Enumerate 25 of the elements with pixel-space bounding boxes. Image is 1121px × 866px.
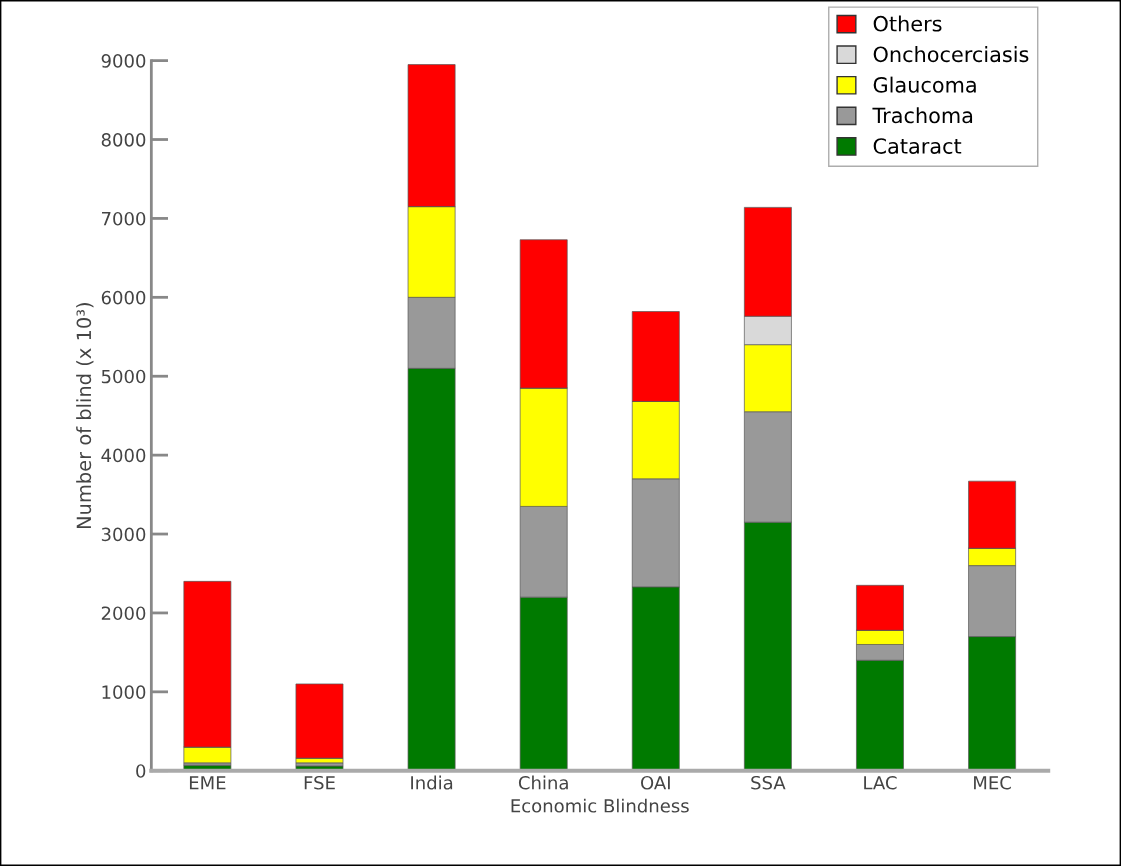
x-tick-label: MEC (974, 775, 1011, 790)
y-tick-label: 4000 (101, 448, 146, 463)
y-tick-label: 3000 (101, 527, 146, 542)
x-tick-label: LAC (864, 775, 897, 790)
y-tick-label: 1000 (102, 685, 146, 699)
y-tick-label: 0 (136, 764, 146, 778)
x-tick-label: SSA (751, 775, 786, 790)
legend-label: Onchocerciasis (873, 46, 1029, 63)
x-axis-title: Economic Blindness (511, 798, 689, 813)
legend-label: Cataract (873, 138, 962, 154)
legend-label: Trachoma (872, 107, 973, 124)
x-tick-label: EME (189, 776, 226, 790)
y-tick-label: 8000 (101, 132, 146, 147)
y-tick-label: 6000 (101, 290, 146, 305)
y-tick-label: 7000 (102, 211, 146, 226)
legend-label: Others (873, 15, 942, 32)
y-tick-label: 9000 (101, 54, 146, 68)
x-tick-label: India (411, 775, 453, 790)
x-tick-label: FSE (304, 775, 335, 790)
legend-label: Glaucoma (873, 76, 976, 93)
y-tick-label: 5000 (101, 369, 146, 384)
y-axis-title: Number of blind (x 10³) (76, 303, 94, 529)
x-tick-label: OAI (641, 775, 670, 790)
y-tick-label: 2000 (101, 606, 146, 621)
x-tick-label: China (518, 775, 568, 790)
